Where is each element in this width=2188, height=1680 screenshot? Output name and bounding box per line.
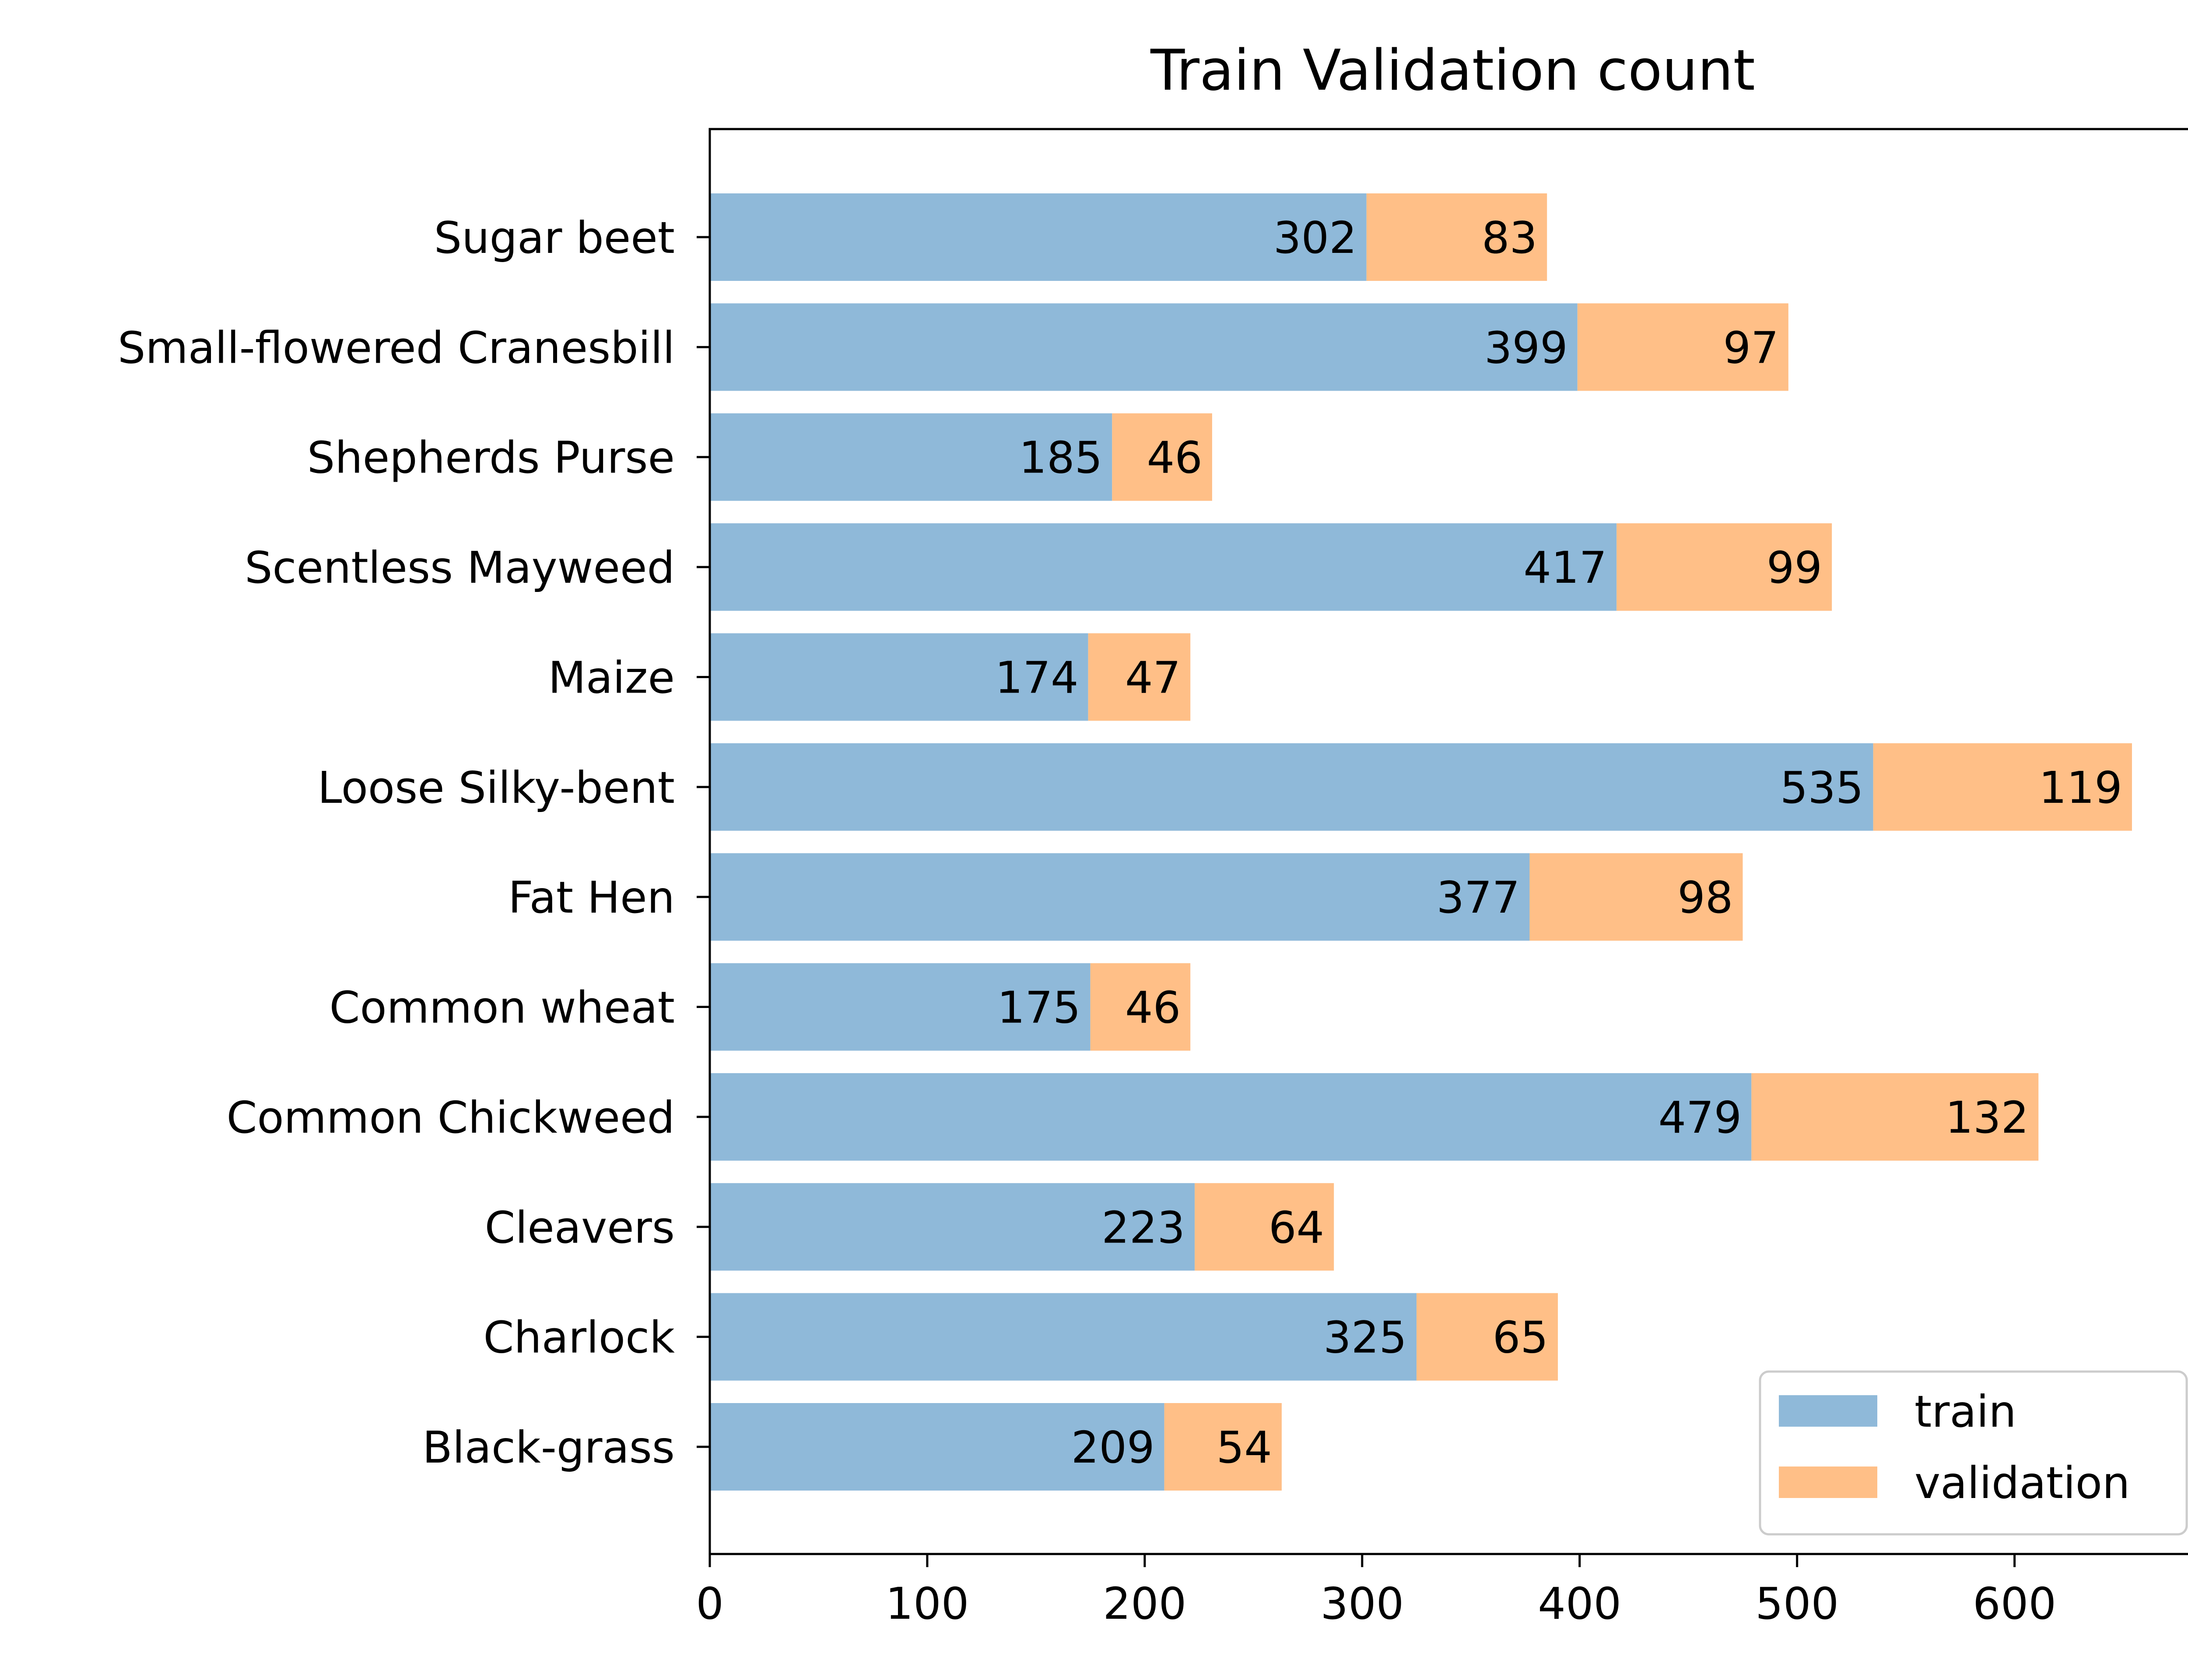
legend-swatch-validation	[1779, 1466, 1877, 1498]
bar-value-label: 479	[1658, 1092, 1742, 1143]
y-tick-label: Shepherds Purse	[307, 432, 675, 483]
bar-value-label: 47	[1125, 652, 1181, 703]
bar-value-label: 132	[1945, 1092, 2029, 1143]
y-tick-label: Black-grass	[422, 1422, 675, 1473]
x-tick-label: 100	[885, 1578, 969, 1629]
bar-value-label: 46	[1147, 432, 1203, 483]
bar-train	[710, 1403, 1164, 1491]
bar-validation	[1366, 193, 1547, 281]
y-tick-label: Scentless Mayweed	[245, 542, 675, 593]
y-tick-label: Common Chickweed	[227, 1092, 675, 1143]
bar-validation	[1873, 743, 2132, 831]
bar-value-label: 325	[1323, 1312, 1407, 1363]
y-tick-label: Maize	[548, 652, 675, 703]
bar-validation	[1529, 853, 1743, 941]
bar-train	[710, 193, 1367, 281]
x-tick-label: 600	[1973, 1578, 2056, 1629]
x-tick-label: 200	[1103, 1578, 1186, 1629]
bar-value-label: 46	[1125, 982, 1181, 1033]
x-tick-label: 500	[1755, 1578, 1839, 1629]
bar-value-label: 399	[1484, 322, 1568, 373]
y-axis: Black-grass Charlock Cleavers Common Chickw…	[118, 212, 710, 1473]
bar-value-label: 302	[1273, 212, 1357, 263]
bar-value-label: 65	[1493, 1312, 1548, 1363]
bar-value-label: 64	[1269, 1202, 1324, 1253]
bar-train	[710, 743, 1873, 831]
bar-validation	[1616, 523, 1832, 611]
chart-title: Train Validation count	[1150, 38, 1755, 103]
bar-train	[710, 853, 1530, 941]
bar-validation	[1577, 303, 1788, 391]
bar-value-label: 175	[997, 982, 1081, 1033]
bar-validation	[1088, 633, 1191, 721]
y-tick-label: Fat Hen	[508, 872, 675, 923]
bar-train	[710, 413, 1112, 501]
x-axis: 0 100 200 300 400 500 600	[696, 1554, 2056, 1629]
bar-value-label: 97	[1723, 322, 1779, 373]
x-tick-label: 300	[1320, 1578, 1404, 1629]
legend: train validation	[1759, 1370, 2188, 1536]
bar-validation	[1112, 413, 1212, 501]
bar-validation	[1090, 963, 1191, 1051]
bar-value-label: 98	[1677, 872, 1733, 923]
bar-value-label: 119	[2039, 762, 2122, 813]
bar-labels-group: 209 54 325 65 223 64 479 132 175 46 377 98 535 119 174…	[995, 212, 2122, 1473]
y-tick-label: Sugar beet	[434, 212, 675, 263]
bar-train	[710, 963, 1090, 1051]
bar-train	[710, 633, 1088, 721]
bar-validation	[1751, 1073, 2039, 1161]
bar-value-label: 535	[1780, 762, 1864, 813]
bar-value-label: 174	[995, 652, 1079, 703]
legend-label-validation: validation	[1914, 1457, 2130, 1508]
y-tick-label: Small-flowered Cranesbill	[118, 322, 675, 373]
y-tick-label: Cleavers	[485, 1202, 675, 1253]
plot-frame	[708, 128, 2188, 1555]
x-tick-label: 400	[1538, 1578, 1621, 1629]
bar-value-label: 223	[1101, 1202, 1185, 1253]
x-tick-label: 0	[696, 1578, 724, 1629]
legend-label-train: train	[1914, 1386, 2016, 1437]
legend-swatch-train	[1779, 1395, 1877, 1427]
bar-validation	[1417, 1293, 1558, 1381]
bar-validation	[1164, 1403, 1282, 1491]
bar-value-label: 185	[1019, 432, 1102, 483]
y-tick-label: Charlock	[484, 1312, 675, 1363]
bar-validation	[1195, 1183, 1334, 1271]
bar-value-label: 54	[1217, 1422, 1272, 1473]
bar-value-label: 209	[1071, 1422, 1155, 1473]
y-tick-label: Common wheat	[330, 982, 675, 1033]
bar-value-label: 83	[1482, 212, 1537, 263]
bar-train	[710, 1183, 1195, 1271]
bar-train	[710, 523, 1617, 611]
y-tick-label: Loose Silky-bent	[318, 762, 675, 813]
bar-value-label: 377	[1437, 872, 1520, 923]
bar-train	[710, 303, 1578, 391]
bar-train	[710, 1293, 1417, 1381]
bar-value-label: 417	[1523, 542, 1607, 593]
bar-train	[710, 1073, 1752, 1161]
bar-value-label: 99	[1767, 542, 1822, 593]
bars-group	[710, 193, 2132, 1491]
